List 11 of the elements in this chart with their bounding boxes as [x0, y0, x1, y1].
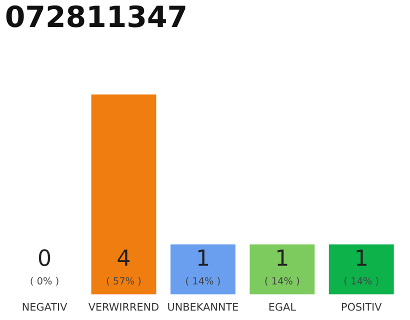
x-tick-label: UNBEKANNTE [168, 303, 238, 311]
data-label: 1 ( 14% ) [186, 250, 220, 286]
x-tick-label: NEGATIV [22, 302, 68, 311]
x-tick-label: EGAL [269, 302, 296, 311]
chart-title: 072811347 [6, 5, 186, 28]
data-label: 1 ( 14% ) [265, 250, 300, 286]
x-tick-label: POSITIV [342, 302, 382, 311]
data-label: 4 ( 57% ) [106, 250, 141, 286]
x-tick-label: VERWIRREND [88, 303, 159, 311]
data-label: 1 ( 14% ) [344, 250, 378, 286]
data-label: 0 ( 0% ) [30, 249, 58, 286]
